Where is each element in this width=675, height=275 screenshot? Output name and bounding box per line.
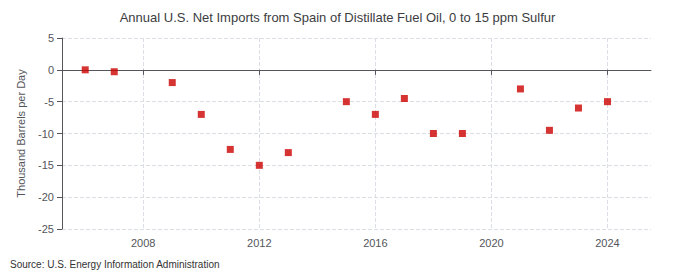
svg-text:-10: -10 (38, 128, 54, 140)
svg-text:2012: 2012 (247, 237, 271, 249)
svg-text:2024: 2024 (595, 237, 619, 249)
svg-text:0: 0 (48, 64, 54, 76)
svg-text:2008: 2008 (131, 237, 155, 249)
svg-text:Thousand Barrels per Day: Thousand Barrels per Day (15, 69, 27, 198)
svg-text:Source: U.S. Energy Informatio: Source: U.S. Energy Information Administ… (10, 259, 220, 270)
svg-text:2016: 2016 (363, 237, 387, 249)
svg-text:-5: -5 (44, 96, 54, 108)
svg-text:-25: -25 (38, 223, 54, 235)
svg-text:5: 5 (48, 32, 54, 44)
svg-text:-20: -20 (38, 191, 54, 203)
svg-text:-15: -15 (38, 159, 54, 171)
svg-text:Annual U.S. Net Imports from S: Annual U.S. Net Imports from Spain of Di… (120, 10, 556, 25)
svg-text:2020: 2020 (479, 237, 503, 249)
